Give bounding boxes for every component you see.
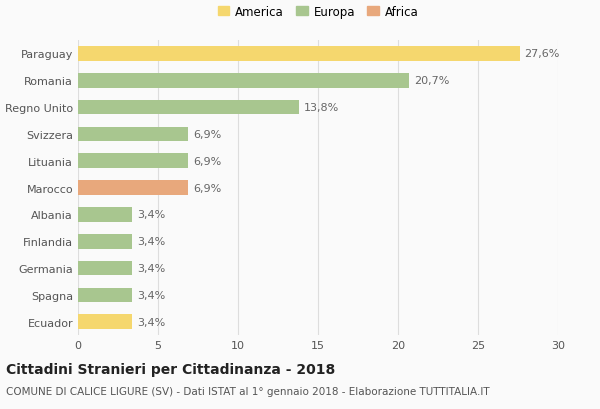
Text: Cittadini Stranieri per Cittadinanza - 2018: Cittadini Stranieri per Cittadinanza - 2… [6, 362, 335, 376]
Text: 13,8%: 13,8% [304, 103, 339, 113]
Text: 6,9%: 6,9% [193, 130, 221, 139]
Text: 3,4%: 3,4% [137, 210, 166, 220]
Text: 3,4%: 3,4% [137, 237, 166, 247]
Bar [78, 154, 188, 169]
Bar [78, 315, 133, 329]
Text: 27,6%: 27,6% [524, 49, 560, 59]
Bar [78, 101, 299, 115]
Text: 6,9%: 6,9% [193, 183, 221, 193]
Bar [78, 261, 133, 276]
Bar [78, 288, 133, 303]
Text: 3,4%: 3,4% [137, 317, 166, 327]
Text: 3,4%: 3,4% [137, 263, 166, 274]
Bar [78, 47, 520, 62]
Bar [78, 234, 133, 249]
Text: COMUNE DI CALICE LIGURE (SV) - Dati ISTAT al 1° gennaio 2018 - Elaborazione TUTT: COMUNE DI CALICE LIGURE (SV) - Dati ISTA… [6, 387, 490, 396]
Text: 6,9%: 6,9% [193, 156, 221, 166]
Text: 3,4%: 3,4% [137, 290, 166, 300]
Bar [78, 207, 133, 222]
Bar [78, 127, 188, 142]
Bar [78, 181, 188, 196]
Bar [78, 74, 409, 88]
Text: 20,7%: 20,7% [414, 76, 449, 86]
Legend: America, Europa, Africa: America, Europa, Africa [213, 1, 423, 23]
